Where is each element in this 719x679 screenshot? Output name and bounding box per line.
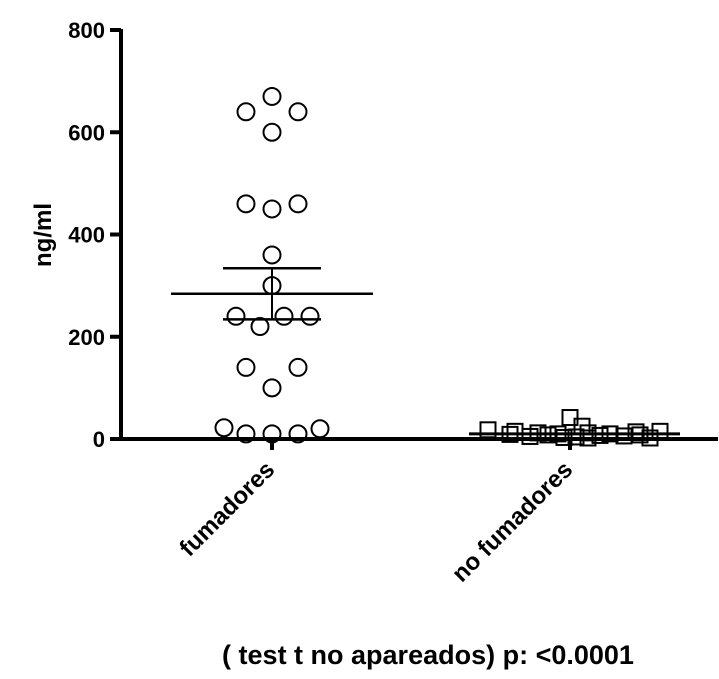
y-tick-label: 400 bbox=[68, 223, 105, 248]
point-no-fumadores bbox=[555, 428, 573, 446]
point-fumadores bbox=[288, 102, 308, 122]
point-fumadores bbox=[262, 424, 282, 444]
point-no-fumadores bbox=[567, 428, 585, 446]
point-fumadores bbox=[236, 102, 256, 122]
summary-lines bbox=[171, 266, 680, 436]
y-tick-label: 200 bbox=[68, 325, 105, 350]
point-fumadores bbox=[262, 199, 282, 219]
point-fumadores bbox=[300, 306, 320, 326]
point-fumadores bbox=[310, 419, 330, 439]
point-no-fumadores bbox=[521, 427, 539, 445]
point-no-fumadores bbox=[579, 429, 597, 447]
point-fumadores bbox=[288, 357, 308, 377]
point-fumadores bbox=[274, 306, 294, 326]
point-no-fumadores bbox=[561, 409, 579, 427]
point-fumadores bbox=[262, 245, 282, 265]
point-fumadores bbox=[262, 86, 282, 106]
x-axis: fumadores no fumadores bbox=[119, 437, 718, 587]
x-tick-label: fumadores bbox=[174, 456, 280, 562]
y-axis: 0 200 400 600 800 bbox=[68, 18, 123, 452]
data-points bbox=[214, 86, 669, 447]
y-tick-label: 800 bbox=[68, 18, 105, 43]
point-fumadores bbox=[262, 378, 282, 398]
point-fumadores bbox=[236, 357, 256, 377]
footnote: ( test t no apareados) p: <0.0001 bbox=[222, 640, 634, 670]
point-fumadores bbox=[236, 424, 256, 444]
y-axis-title: ng/ml bbox=[30, 203, 57, 267]
point-fumadores bbox=[236, 194, 256, 214]
y-tick-label: 0 bbox=[93, 427, 105, 452]
y-tick-label: 600 bbox=[68, 120, 105, 145]
point-no-fumadores bbox=[615, 427, 633, 445]
point-fumadores bbox=[262, 122, 282, 142]
point-fumadores bbox=[214, 418, 234, 438]
point-fumadores bbox=[288, 194, 308, 214]
point-no-fumadores bbox=[641, 429, 659, 447]
point-fumadores bbox=[250, 317, 270, 337]
point-fumadores bbox=[288, 424, 308, 444]
point-fumadores bbox=[226, 306, 246, 326]
point-no-fumadores bbox=[479, 421, 497, 439]
point-no-fumadores bbox=[591, 426, 609, 444]
x-tick-label: no fumadores bbox=[447, 456, 578, 587]
